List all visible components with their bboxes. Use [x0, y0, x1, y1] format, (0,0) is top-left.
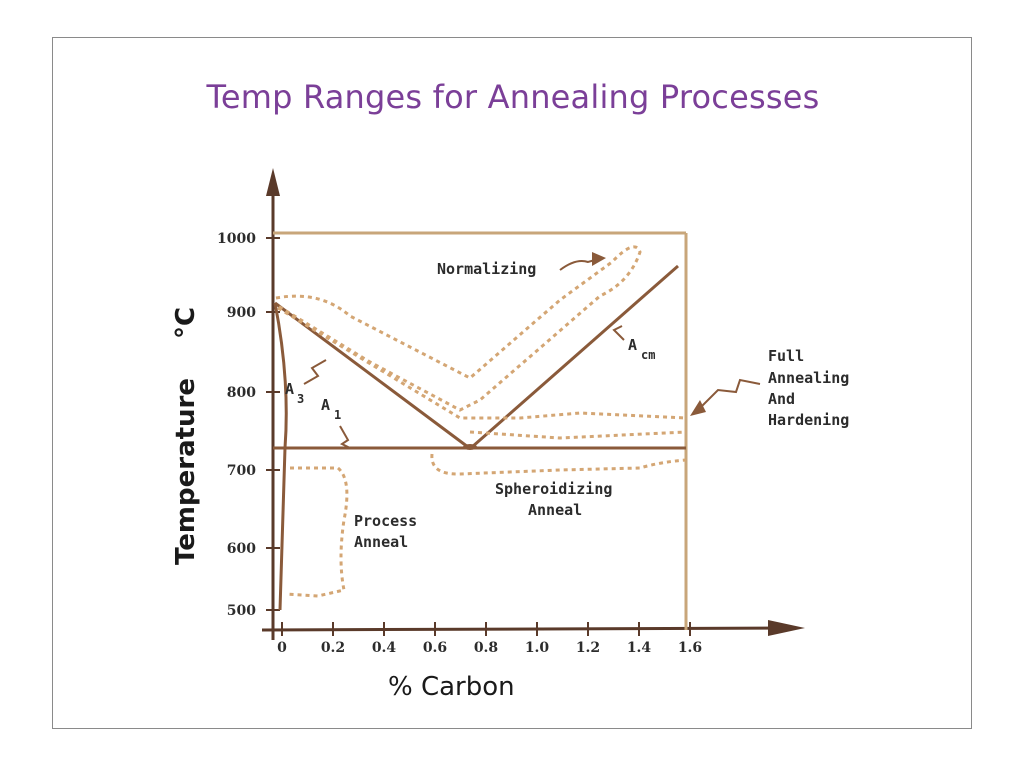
x-axis-title: % Carbon [388, 672, 515, 702]
x-tick-label: 0.4 [372, 640, 397, 656]
slide-title: Temp Ranges for Annealing Processes [206, 78, 820, 116]
a1-label: A 1 [321, 396, 341, 422]
spheroidizing-label-line: Anneal [528, 501, 582, 519]
x-tick-label: 1.4 [627, 640, 652, 656]
normalizing-region [275, 245, 642, 412]
spheroidizing-region [430, 453, 687, 476]
full-annealing-label-line: And [768, 390, 795, 408]
a3-label-sub: 3 [297, 392, 304, 406]
y-tick-label: 700 [227, 463, 256, 479]
full-annealing-label-line: Annealing [768, 369, 849, 387]
full-annealing-leader [695, 378, 761, 413]
a3-label: A 3 [285, 380, 304, 406]
a3-leader [303, 359, 327, 385]
plot-frame [273, 231, 688, 630]
normalizing-label: Normalizing [437, 260, 536, 278]
x-tick-label: 0.2 [321, 640, 345, 656]
process-anneal-label: Process Anneal [354, 512, 417, 551]
normalizing-leader [559, 257, 603, 271]
axes [261, 168, 805, 640]
full-annealing-label-line: Hardening [768, 411, 849, 429]
full-annealing-label: Full Annealing And Hardening [768, 347, 849, 429]
y-tick-label: 1000 [217, 231, 256, 247]
x-tick-label: 1.0 [525, 640, 550, 656]
full-annealing-region [277, 306, 687, 440]
a1-label-main: A [321, 396, 330, 414]
y-axis-title-group: Temperature °C [171, 307, 201, 565]
acm-label-sub: cm [641, 348, 655, 362]
full-annealing-leader-arrow [690, 400, 706, 416]
y-tick-label: 600 [227, 541, 256, 557]
x-tick-label: 1.6 [678, 640, 702, 656]
x-axis-arrow [768, 620, 805, 636]
x-ticks: 0 0.2 0.4 0.6 0.8 1.0 1.2 1.4 1.6 [277, 622, 702, 656]
normalizing-leader-arrow [592, 252, 606, 266]
x-tick-label: 0 [277, 640, 287, 656]
y-tick-label: 500 [227, 603, 256, 619]
x-axis [261, 626, 791, 632]
process-regions [275, 245, 687, 598]
full-annealing-label-line: Full [768, 347, 804, 365]
x-tick-label: 0.8 [474, 640, 498, 656]
a3-line [274, 301, 469, 449]
y-axis-unit: °C [171, 307, 201, 339]
leader-lines [303, 252, 761, 449]
y-ticks: 500 600 700 800 900 1000 [217, 231, 280, 619]
a1-label-sub: 1 [334, 408, 341, 422]
left-boundary-line [273, 302, 288, 611]
spheroidizing-label-line: Spheroidizing [495, 480, 612, 498]
acm-label: A cm [628, 336, 655, 362]
y-tick-label: 900 [227, 305, 256, 321]
phase-lines [273, 264, 686, 611]
eutectoid-point [463, 444, 477, 450]
process-anneal-region [285, 466, 349, 598]
spheroidizing-label: Spheroidizing Anneal [495, 480, 612, 519]
process-anneal-label-line: Process [354, 512, 417, 530]
y-axis-title: Temperature [171, 378, 201, 565]
slide-frame: Temp Ranges for Annealing Processes [52, 37, 972, 729]
acm-label-main: A [628, 336, 637, 354]
x-tick-label: 0.6 [423, 640, 447, 656]
acm-leader [612, 325, 625, 341]
y-tick-label: 800 [227, 385, 256, 401]
a1-leader [339, 425, 351, 449]
x-tick-label: 1.2 [576, 640, 600, 656]
process-anneal-label-line: Anneal [354, 533, 408, 551]
a3-label-main: A [285, 380, 294, 398]
y-axis-arrow [266, 168, 280, 196]
